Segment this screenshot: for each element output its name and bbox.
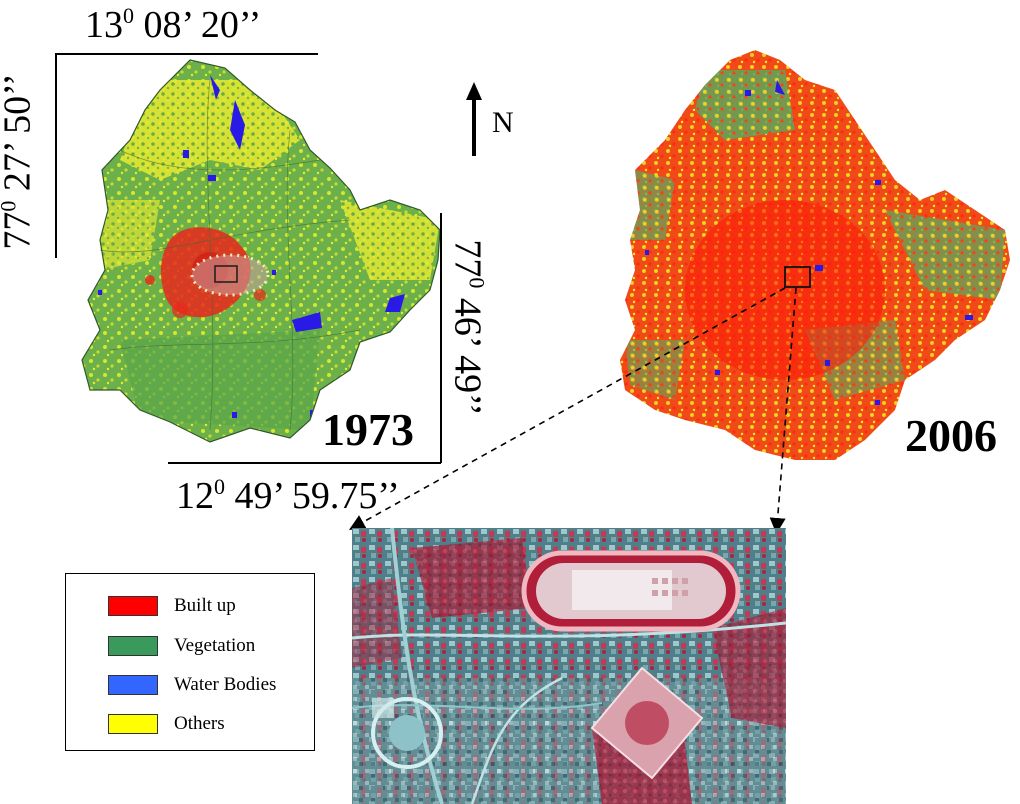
coord-bottom-rest: 49’ 59.75’’: [225, 475, 400, 517]
coord-bottom-latitude: 120 49’ 59.75’’: [176, 474, 400, 517]
frame-top-line: [55, 53, 318, 55]
coord-bottom-sup: 0: [214, 474, 225, 499]
legend-label-vegetation: Vegetation: [174, 635, 256, 656]
coord-top-latitude: 130 08’ 20’’: [85, 3, 262, 46]
satellite-inset-drawing: [352, 528, 786, 804]
legend-item-others: Others: [108, 712, 225, 736]
map-2006: [620, 50, 1010, 460]
map-1973: [81, 59, 441, 443]
coord-top-rest: 08’ 20’’: [134, 4, 262, 46]
legend-item-water-bodies: Water Bodies: [108, 673, 276, 697]
legend-swatch-built-up: [108, 596, 158, 616]
north-label: N: [492, 106, 514, 139]
legend-swatch-vegetation: [108, 636, 158, 656]
year-label-1973: 1973: [322, 404, 414, 455]
north-arrow-icon: [466, 82, 482, 156]
legend-swatch-others: [108, 714, 158, 734]
zoomed-satellite-image: [352, 528, 786, 804]
legend-label-water-bodies: Water Bodies: [174, 674, 277, 695]
frame-bottom-line: [168, 462, 441, 464]
frame-right-line: [440, 213, 442, 463]
frame-left-line: [55, 53, 57, 258]
legend-label-others: Others: [174, 713, 225, 734]
legend-label-built-up: Built up: [174, 595, 236, 616]
legend-item-built-up: Built up: [108, 594, 236, 618]
coord-top-sup: 0: [123, 3, 134, 28]
coord-top-deg: 13: [85, 4, 123, 46]
legend-swatch-water-bodies: [108, 675, 158, 695]
legend-item-vegetation: Vegetation: [108, 634, 255, 658]
year-label-2006: 2006: [905, 410, 997, 461]
legend: Built up Vegetation Water Bodies Others: [65, 573, 315, 751]
coord-bottom-deg: 12: [176, 475, 214, 517]
